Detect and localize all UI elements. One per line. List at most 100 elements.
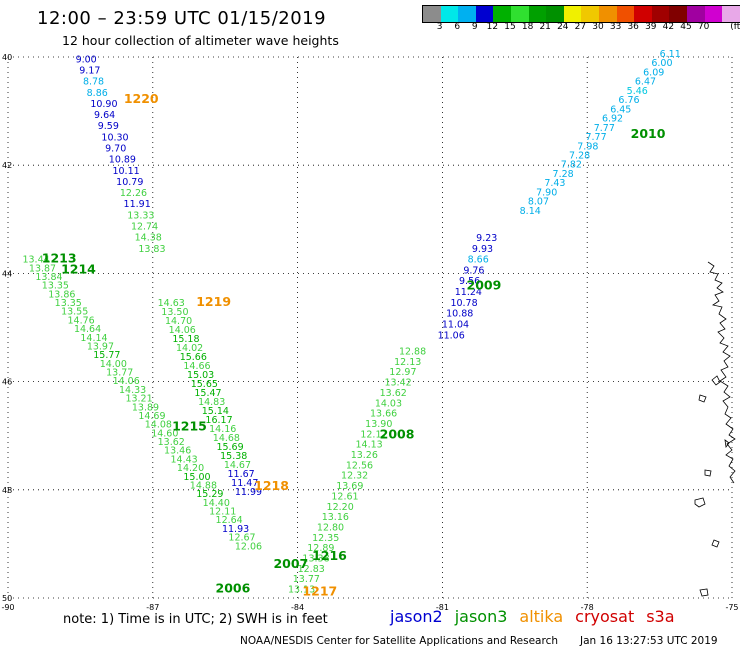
wave-height-value: 13.50 [161,307,188,318]
wave-height-value: 11.06 [438,330,465,341]
wave-height-value: 14.60 [151,428,178,439]
wave-height-value: 10.30 [101,132,128,143]
wave-height-value: 10.88 [446,309,473,320]
coastline-path [694,261,736,597]
wave-height-value: 12.35 [312,533,339,544]
wave-height-value: 6.11 [660,49,681,60]
wave-height-value: 14.43 [170,454,197,465]
colorbar-label: 3 [436,22,443,32]
track-pass-label: 1218 [254,478,289,493]
colorbar-swatch [581,6,599,22]
wave-height-value: 11.91 [124,199,151,210]
wave-height-value: 13.77 [293,574,320,585]
colorbar [422,5,740,23]
wave-height-value: 14.20 [177,463,204,474]
wave-height-value: 15.77 [93,350,120,361]
colorbar-label: 42 [662,22,675,32]
wave-height-value: 8.86 [87,88,108,99]
wave-height-value: 10.89 [109,155,136,166]
wave-height-value: 9.64 [94,110,115,121]
wave-height-value: 15.00 [183,472,210,483]
graticule [7,56,733,599]
wave-height-value: 12.26 [120,188,147,199]
colorbar-swatch [651,6,670,22]
track-pass-label: 1215 [172,418,207,433]
wave-height-value: 8.07 [528,197,549,208]
wave-height-value: 12.32 [341,471,368,482]
wave-height-value: 14.63 [158,298,185,309]
wave-height-value: 11.99 [235,487,262,498]
legend-item: jason2 [390,607,443,626]
wave-height-value: 13.89 [132,402,159,413]
colorbar-swatch [475,6,494,22]
wave-height-value: 14.88 [190,480,217,491]
wave-height-value: 14.64 [74,324,101,335]
wave-height-value: 13.66 [370,409,397,420]
wave-height-value: 7.77 [585,132,606,143]
lon-tick-label: -90 [1,603,14,612]
wave-height-value: 13.86 [48,289,75,300]
wave-height-value: 14.06 [169,325,196,336]
wave-height-value: 7.77 [594,123,615,134]
wave-height-value: 6.47 [635,77,656,88]
colorbar-swatch [598,6,617,22]
track-pass-label: 1214 [61,261,96,276]
track-pass-label: 1217 [302,583,337,598]
wave-height-value: 11.47 [231,478,258,489]
colorbar-label: 6 [454,22,461,32]
wave-height-value: 12.64 [216,515,243,526]
colorbar-label: 12 [486,22,499,32]
track-pass-label: 2009 [467,278,502,293]
wave-height-value: 9.56 [459,276,480,287]
wave-height-value: 13.97 [87,341,114,352]
wave-height-value: 6.92 [602,114,623,125]
wave-height-value: 13.42 [384,378,411,389]
track-pass-label: 2007 [273,556,308,571]
wave-height-value: 9.76 [463,265,484,276]
chart-subtitle: 12 hour collection of altimeter wave hei… [62,33,339,48]
wave-height-value: 14.08 [145,420,172,431]
wave-height-value: 14.13 [356,440,383,451]
wave-height-value: 12.56 [346,460,373,471]
lat-tick-label: 44 [2,269,12,278]
wave-height-value: 15.38 [220,451,247,462]
wave-height-value: 14.03 [375,398,402,409]
footnote: note: 1) Time is in UTC; 2) SWH is in fe… [63,612,328,627]
wave-height-value: 15.65 [191,379,218,390]
legend-item: jason3 [454,607,508,626]
lon-tick-label: -87 [146,603,159,612]
wave-height-value: 12.74 [131,221,158,232]
wave-height-value: 7.90 [536,187,557,198]
wave-height-value: 6.76 [618,95,639,106]
colorbar-swatch [528,6,547,22]
colorbar-label: 36 [627,22,639,32]
wave-height-value: 12.11 [209,507,236,518]
wave-height-value: 13.83 [138,244,165,255]
wave-height-value: 12.89 [307,543,334,554]
wave-height-value: 11.67 [227,469,254,480]
wave-height-value: 9.00 [76,54,97,65]
wave-height-value: 13.90 [365,419,392,430]
colorbar-label: 21 [539,22,551,32]
track-pass-label: 2006 [216,581,251,596]
lat-tick-label: 50 [2,594,12,603]
wave-height-value: 13.77 [106,368,133,379]
wave-height-value: 6.09 [643,67,664,78]
wave-height-value: 13.38 [302,554,329,565]
wave-height-value: 7.98 [577,141,598,152]
wave-height-value: 13.62 [380,388,407,399]
wave-height-value: 14.00 [100,359,127,370]
track-pass-label: 1216 [312,548,347,563]
colorbar-label: 24 [557,22,569,32]
wave-height-value: 12.13 [394,357,421,368]
wave-height-value: 16.17 [205,415,232,426]
track-pass-label: 1213 [42,251,77,266]
wave-height-value: 12.17 [360,429,387,440]
colorbar-label: 9 [471,22,478,32]
colorbar-label: 39 [645,22,657,32]
wave-height-value: 13.84 [35,272,62,283]
wave-height-value: 14.02 [176,343,203,354]
wave-height-value: 5.46 [627,86,648,97]
wave-height-value: 10.90 [90,99,117,110]
